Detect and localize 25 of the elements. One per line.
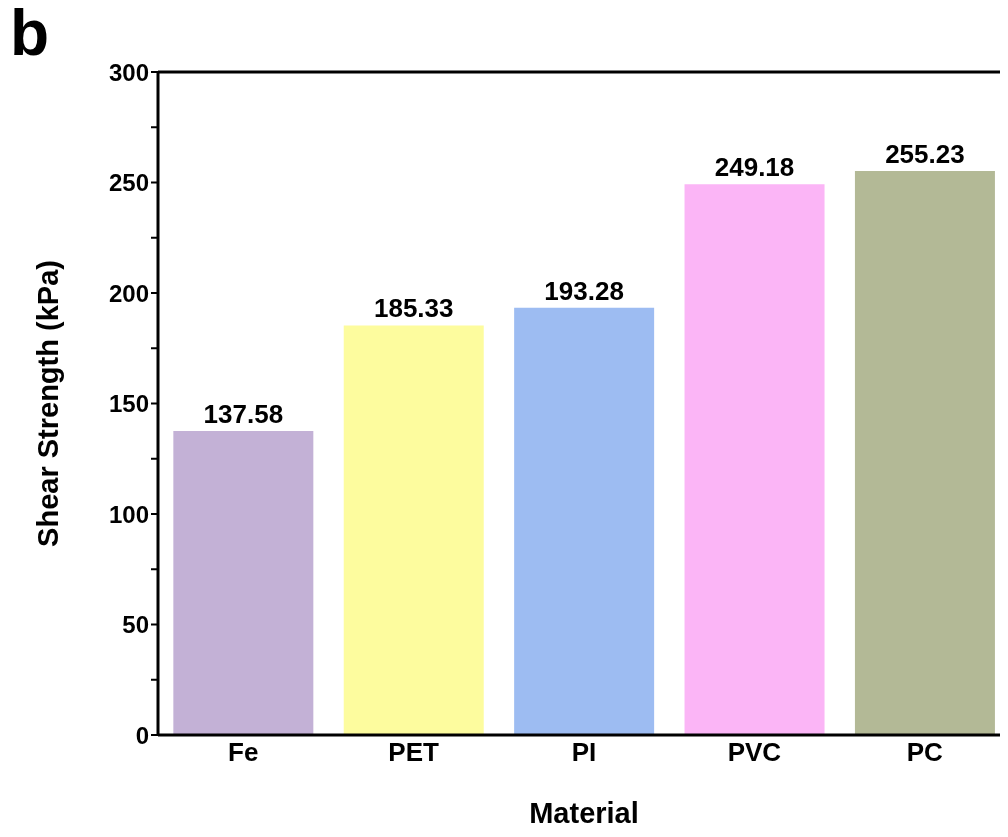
x-tick-label: PI <box>571 737 597 768</box>
data-label: 249.18 <box>714 152 795 183</box>
y-tick-label: 50 <box>122 611 149 639</box>
data-label: 255.23 <box>885 138 965 169</box>
y-axis-title: Shear Strength (kPa) <box>32 260 65 547</box>
y-tick-label: 100 <box>108 500 149 528</box>
bar <box>173 430 314 735</box>
x-axis-title: Material <box>529 797 639 829</box>
x-tick-label: PET <box>388 737 439 768</box>
x-tick-label: PC <box>906 737 944 768</box>
y-tick-label: 300 <box>108 58 149 86</box>
data-label: 137.58 <box>203 398 284 429</box>
y-tick-label: 0 <box>135 721 149 749</box>
text: b <box>10 0 50 70</box>
y-tick-label: 200 <box>108 279 149 307</box>
bar <box>854 170 995 735</box>
bar <box>684 184 825 735</box>
y-tick-label: 150 <box>108 390 149 418</box>
x-tick-label: Fe <box>228 737 259 768</box>
data-label: 185.33 <box>373 293 454 324</box>
data-label: 193.28 <box>544 275 624 306</box>
y-tick-label: 250 <box>108 169 149 197</box>
x-tick-label: PVC <box>727 737 782 768</box>
bar <box>343 325 484 735</box>
bar <box>514 307 655 735</box>
